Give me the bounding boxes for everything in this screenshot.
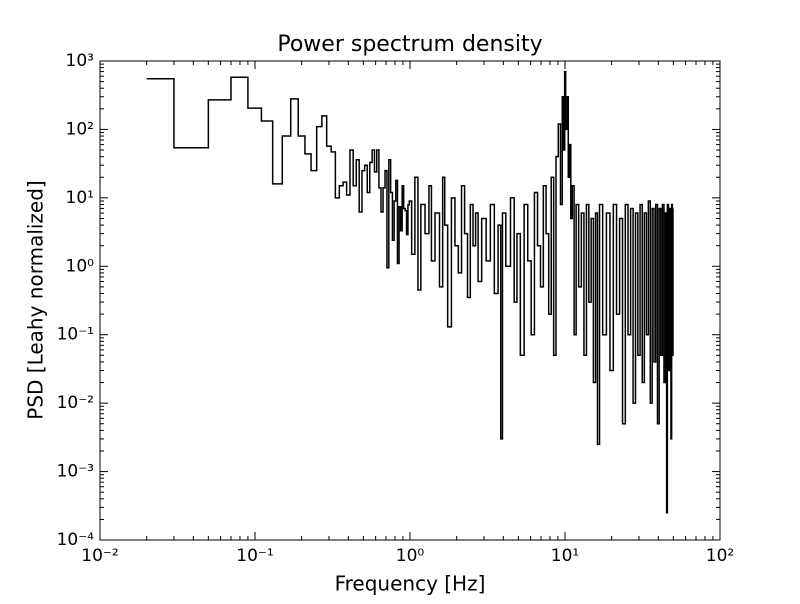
y-tick-label: 10¹ bbox=[66, 188, 94, 208]
chart-title: Power spectrum density bbox=[277, 32, 542, 57]
x-tick-label: 10¹ bbox=[551, 546, 579, 566]
plot-frame bbox=[99, 60, 721, 541]
x-tick-label: 10⁻² bbox=[81, 546, 118, 566]
y-tick-label: 10⁻⁴ bbox=[57, 530, 95, 550]
x-tick-label: 10⁻¹ bbox=[236, 546, 273, 566]
y-tick-label: 10⁻³ bbox=[57, 462, 94, 482]
psd-line bbox=[146, 70, 674, 514]
y-tick-label: 10⁰ bbox=[66, 256, 95, 276]
y-tick-label: 10⁻¹ bbox=[57, 325, 94, 345]
y-axis-label: PSD [Leahy normalized] bbox=[24, 180, 48, 419]
x-tick-label: 10⁰ bbox=[396, 546, 425, 566]
x-tick-label: 10² bbox=[706, 546, 734, 566]
x-axis-label: Frequency [Hz] bbox=[335, 572, 486, 596]
y-tick-label: 10² bbox=[66, 119, 94, 139]
y-tick-label: 10³ bbox=[66, 51, 94, 71]
y-tick-label: 10⁻² bbox=[57, 393, 94, 413]
